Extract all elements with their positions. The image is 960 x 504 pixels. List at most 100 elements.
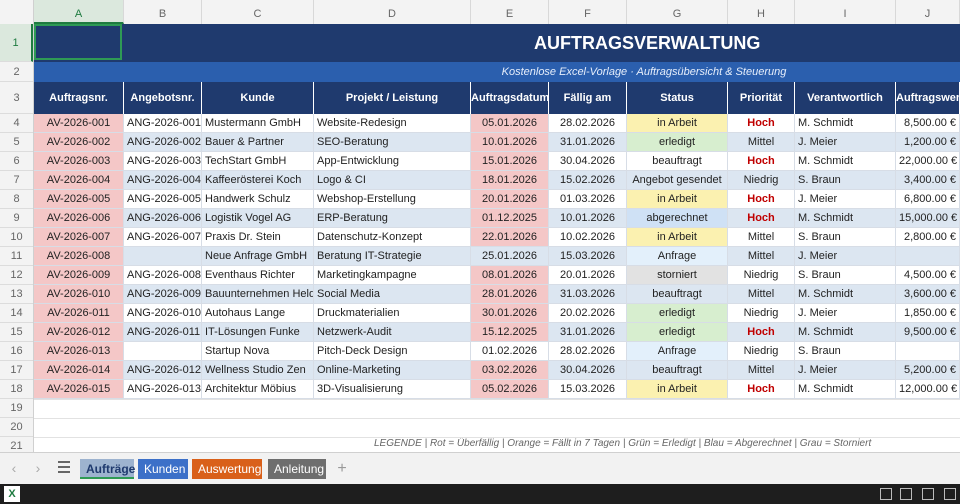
- cell-verant[interactable]: S. Braun: [795, 342, 896, 361]
- cell-status[interactable]: Anfrage: [627, 342, 728, 361]
- cell-datum[interactable]: 05.01.2026: [471, 114, 549, 133]
- cell-status[interactable]: beauftragt: [627, 152, 728, 171]
- cell-nr[interactable]: AV-2026-010: [34, 285, 124, 304]
- row-header-6[interactable]: 6: [0, 152, 33, 171]
- header-cell[interactable]: Projekt / Leistung: [314, 82, 471, 114]
- cell-kunde[interactable]: Kaffeerösterei Koch: [202, 171, 314, 190]
- cell-faellig[interactable]: 15.03.2026: [549, 247, 627, 266]
- cell-datum[interactable]: 30.01.2026: [471, 304, 549, 323]
- cell-kunde[interactable]: Mustermann GmbH: [202, 114, 314, 133]
- row-header-10[interactable]: 10: [0, 228, 33, 247]
- cell-prio[interactable]: Hoch: [728, 323, 795, 342]
- cell-wert[interactable]: 2,800.00 €: [896, 228, 960, 247]
- cell-faellig[interactable]: 10.02.2026: [549, 228, 627, 247]
- cell-prio[interactable]: Mittel: [728, 228, 795, 247]
- row-header-15[interactable]: 15: [0, 323, 33, 342]
- header-cell[interactable]: Priorität: [728, 82, 795, 114]
- cell-status[interactable]: in Arbeit: [627, 228, 728, 247]
- cell-ang[interactable]: ANG-2026-010: [124, 304, 202, 323]
- sheet-tab[interactable]: Kunden: [138, 459, 188, 479]
- cell-prio[interactable]: Niedrig: [728, 171, 795, 190]
- row-header-12[interactable]: 12: [0, 266, 33, 285]
- cell-faellig[interactable]: 15.03.2026: [549, 380, 627, 399]
- cell-wert[interactable]: 3,600.00 €: [896, 285, 960, 304]
- cell-verant[interactable]: S. Braun: [795, 266, 896, 285]
- cell-kunde[interactable]: IT-Lösungen Funke: [202, 323, 314, 342]
- cell-nr[interactable]: AV-2026-008: [34, 247, 124, 266]
- row-header-4[interactable]: 4: [0, 114, 33, 133]
- cell-projekt[interactable]: Website-Redesign: [314, 114, 471, 133]
- column-header-c[interactable]: C: [202, 0, 314, 24]
- cell-datum[interactable]: 08.01.2026: [471, 266, 549, 285]
- cell-nr[interactable]: AV-2026-006: [34, 209, 124, 228]
- cell-kunde[interactable]: Bauunternehmen Held: [202, 285, 314, 304]
- cell-wert[interactable]: 1,850.00 €: [896, 304, 960, 323]
- cell-status[interactable]: Angebot gesendet: [627, 171, 728, 190]
- cell-datum[interactable]: 18.01.2026: [471, 171, 549, 190]
- cell-nr[interactable]: AV-2026-005: [34, 190, 124, 209]
- header-cell[interactable]: Fällig am: [549, 82, 627, 114]
- header-cell[interactable]: Auftragsnr.: [34, 82, 124, 114]
- cell-nr[interactable]: AV-2026-014: [34, 361, 124, 380]
- cell-projekt[interactable]: ERP-Beratung: [314, 209, 471, 228]
- cell-verant[interactable]: M. Schmidt: [795, 114, 896, 133]
- cell-nr[interactable]: AV-2026-012: [34, 323, 124, 342]
- cell-ang[interactable]: ANG-2026-008: [124, 266, 202, 285]
- cell-ang[interactable]: [124, 342, 202, 361]
- cell-faellig[interactable]: 31.01.2026: [549, 133, 627, 152]
- row-header-20[interactable]: 20: [0, 418, 33, 437]
- row-header-7[interactable]: 7: [0, 171, 33, 190]
- cell-datum[interactable]: 15.01.2026: [471, 152, 549, 171]
- column-header-g[interactable]: G: [627, 0, 728, 24]
- cell-verant[interactable]: J. Meier: [795, 247, 896, 266]
- cell-faellig[interactable]: 31.03.2026: [549, 285, 627, 304]
- cell-kunde[interactable]: Handwerk Schulz: [202, 190, 314, 209]
- cell-datum[interactable]: 25.01.2026: [471, 247, 549, 266]
- cell-nr[interactable]: AV-2026-011: [34, 304, 124, 323]
- cell-kunde[interactable]: TechStart GmbH: [202, 152, 314, 171]
- cell-projekt[interactable]: Beratung IT-Strategie: [314, 247, 471, 266]
- cell-wert[interactable]: 3,400.00 €: [896, 171, 960, 190]
- cell-faellig[interactable]: 10.01.2026: [549, 209, 627, 228]
- cell-nr[interactable]: AV-2026-002: [34, 133, 124, 152]
- cell-ang[interactable]: [124, 247, 202, 266]
- cell-ang[interactable]: ANG-2026-012: [124, 361, 202, 380]
- cell-kunde[interactable]: Logistik Vogel AG: [202, 209, 314, 228]
- column-header-j[interactable]: J: [896, 0, 960, 24]
- row-header-3[interactable]: 3: [0, 82, 33, 114]
- row-header-1[interactable]: 1: [0, 24, 33, 62]
- cell-projekt[interactable]: Datenschutz-Konzept: [314, 228, 471, 247]
- row-header-2[interactable]: 2: [0, 62, 33, 82]
- chevron-right-icon[interactable]: ›: [35, 460, 41, 476]
- cell-verant[interactable]: M. Schmidt: [795, 380, 896, 399]
- cell-status[interactable]: abgerechnet: [627, 209, 728, 228]
- cell-prio[interactable]: Hoch: [728, 380, 795, 399]
- cell-kunde[interactable]: Architektur Möbius: [202, 380, 314, 399]
- cell-status[interactable]: erledigt: [627, 304, 728, 323]
- row-header-13[interactable]: 13: [0, 285, 33, 304]
- cell-faellig[interactable]: 31.01.2026: [549, 323, 627, 342]
- cell-projekt[interactable]: Logo & CI: [314, 171, 471, 190]
- cell-datum[interactable]: 20.01.2026: [471, 190, 549, 209]
- cell-faellig[interactable]: 30.04.2026: [549, 361, 627, 380]
- cell-faellig[interactable]: 28.02.2026: [549, 342, 627, 361]
- header-cell[interactable]: Angebotsnr.: [124, 82, 202, 114]
- cell-verant[interactable]: M. Schmidt: [795, 209, 896, 228]
- cell-verant[interactable]: J. Meier: [795, 361, 896, 380]
- sheet-tab[interactable]: Anleitung: [268, 459, 326, 479]
- cell-verant[interactable]: M. Schmidt: [795, 285, 896, 304]
- cell-verant[interactable]: M. Schmidt: [795, 323, 896, 342]
- cell-wert[interactable]: 22,000.00 €: [896, 152, 960, 171]
- cell-prio[interactable]: Mittel: [728, 133, 795, 152]
- cell-status[interactable]: in Arbeit: [627, 380, 728, 399]
- cell-prio[interactable]: Mittel: [728, 361, 795, 380]
- cell-kunde[interactable]: Bauer & Partner: [202, 133, 314, 152]
- row-header-9[interactable]: 9: [0, 209, 33, 228]
- cell-status[interactable]: in Arbeit: [627, 190, 728, 209]
- cell-datum[interactable]: 22.01.2026: [471, 228, 549, 247]
- cell-projekt[interactable]: Druckmaterialien: [314, 304, 471, 323]
- column-header-i[interactable]: I: [795, 0, 896, 24]
- cell-ang[interactable]: ANG-2026-003: [124, 152, 202, 171]
- selected-cell-a1[interactable]: [34, 24, 122, 60]
- column-header-b[interactable]: B: [124, 0, 202, 24]
